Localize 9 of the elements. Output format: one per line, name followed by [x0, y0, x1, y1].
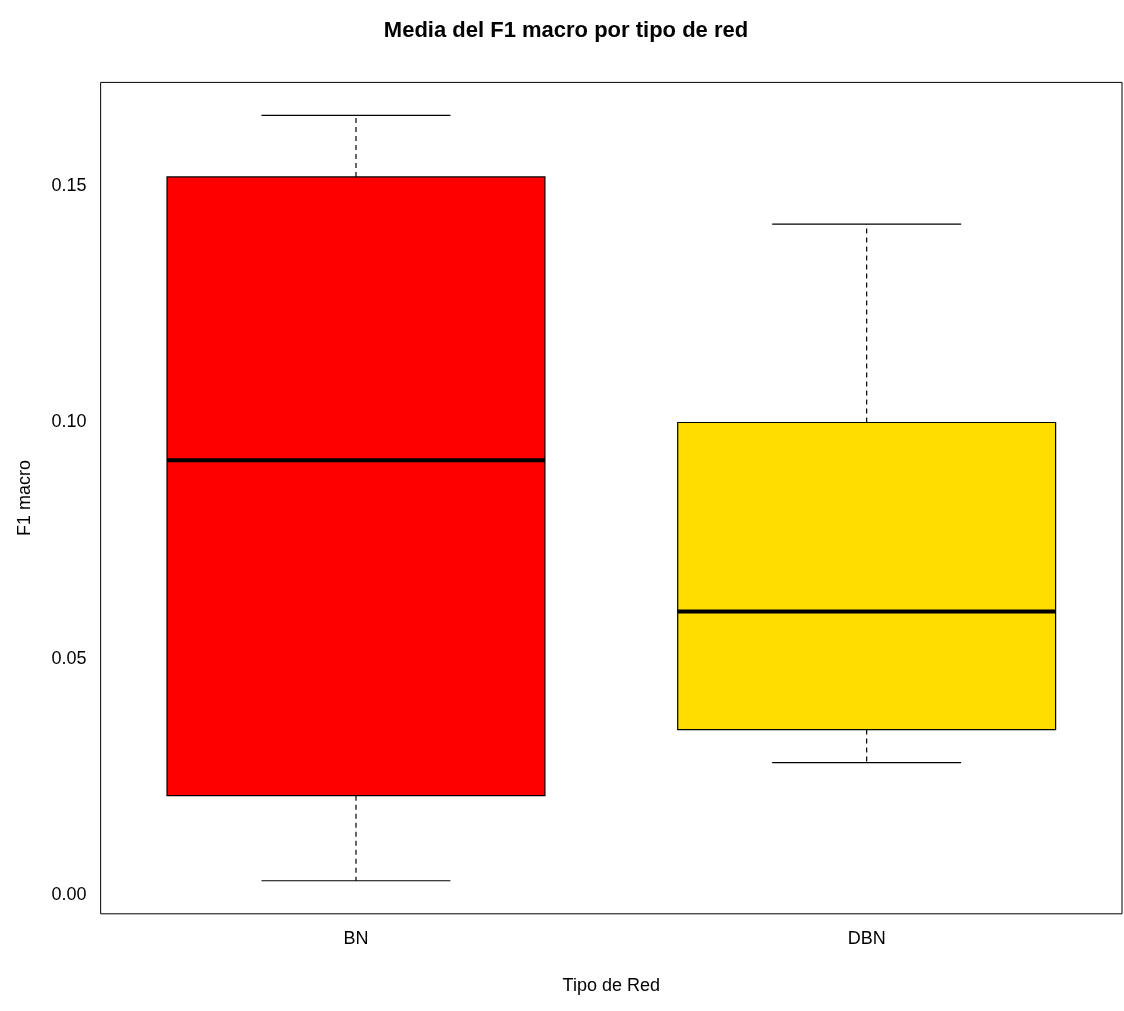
- x-axis-title: Tipo de Red: [562, 975, 661, 996]
- y-tick-label: 0.10: [51, 411, 87, 432]
- y-axis-title: F1 macro: [13, 460, 34, 537]
- y-tick-label: 0.00: [51, 883, 87, 904]
- y-tick-label: 0.05: [51, 647, 87, 668]
- y-tick-label: 0.15: [51, 175, 87, 196]
- x-tick-label: DBN: [847, 927, 886, 948]
- x-tick-label: BN: [343, 927, 369, 948]
- chart-title: Media del F1 macro por tipo de red: [383, 17, 749, 43]
